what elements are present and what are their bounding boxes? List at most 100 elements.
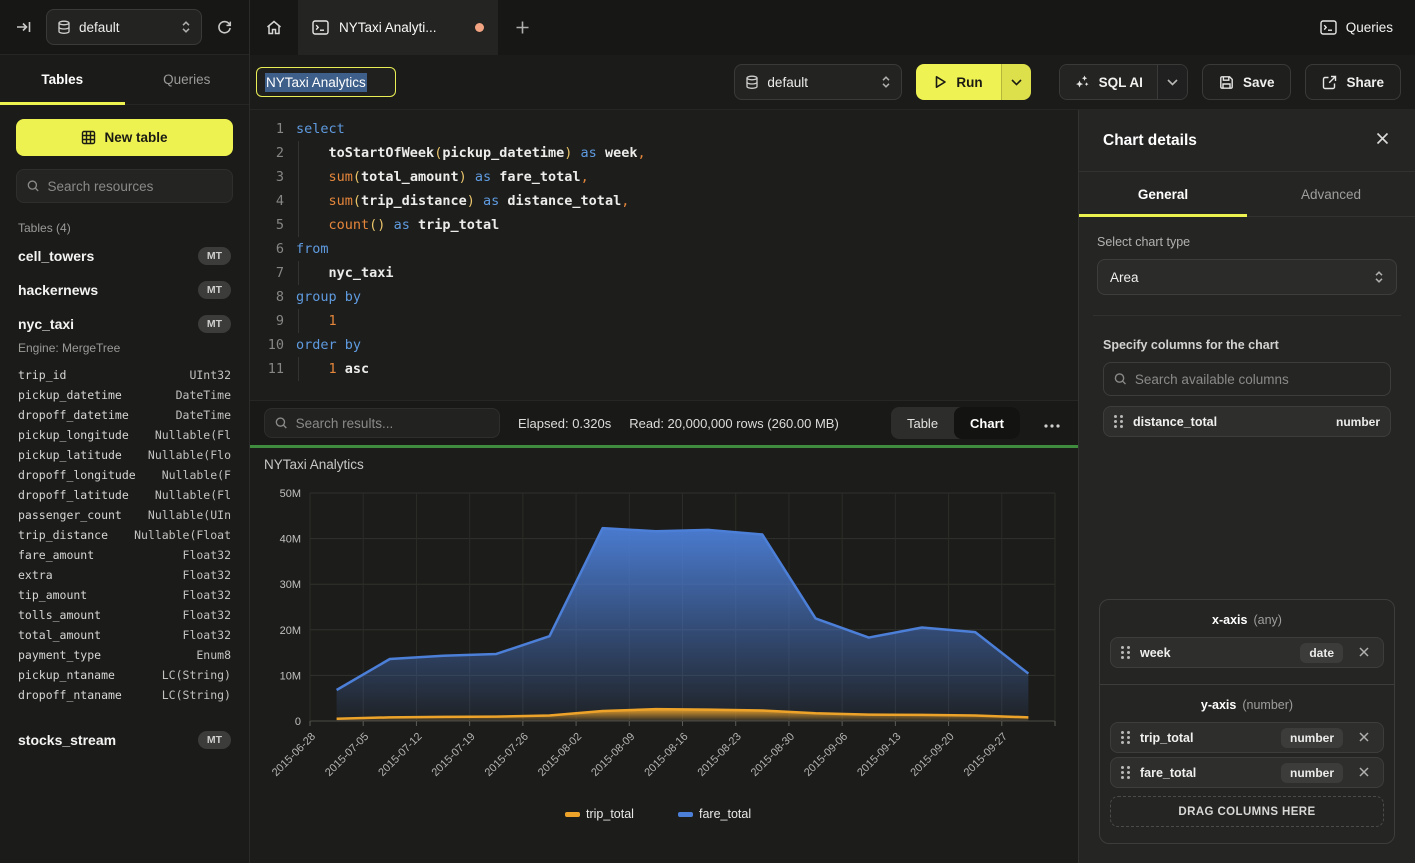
drag-handle-icon[interactable] [1114, 415, 1123, 428]
svg-text:2015-08-30: 2015-08-30 [749, 731, 797, 779]
column-chip[interactable]: distance_totalnumber [1103, 406, 1391, 437]
tab-nytaxi-analytics[interactable]: NYTaxi Analyti... [298, 0, 498, 55]
sidebar-tab-tables[interactable]: Tables [0, 55, 125, 104]
line-number: 7 [250, 261, 284, 285]
code-line: 7 nyc_taxi [250, 261, 1078, 285]
chevron-updown-icon [881, 75, 891, 89]
drag-columns-drop-zone[interactable]: DRAG COLUMNS HERE [1110, 796, 1384, 827]
tables-list: cell_towersMThackernewsMTnyc_taxiMTEngin… [16, 239, 233, 757]
chart-details-tabs: GeneralAdvanced [1079, 172, 1415, 217]
svg-text:trip_total: trip_total [586, 807, 634, 821]
column-chip[interactable]: fare_totalnumber [1110, 757, 1384, 788]
tab-strip: NYTaxi Analyti... Queries [250, 0, 1415, 55]
run-options-button[interactable] [1001, 64, 1031, 100]
table-row[interactable]: cell_towersMT [16, 239, 233, 273]
column-chip-type: number [1281, 763, 1343, 783]
database-selector[interactable]: default [46, 9, 202, 45]
column-row: tip_amountFloat32 [18, 585, 231, 605]
table-row[interactable]: stocks_streamMT [16, 723, 233, 757]
query-title-input[interactable]: NYTaxi Analytics [256, 67, 396, 97]
line-number: 4 [250, 189, 284, 213]
remove-column-button[interactable] [1355, 728, 1373, 747]
results-toolbar: Elapsed: 0.320s Read: 20,000,000 rows (2… [250, 400, 1078, 445]
column-chip[interactable]: trip_totalnumber [1110, 722, 1384, 753]
collapse-sidebar-button[interactable] [12, 15, 36, 39]
more-options-button[interactable] [1038, 412, 1066, 435]
queries-button[interactable]: Queries [1298, 0, 1415, 55]
view-toggle-table[interactable]: Table [891, 407, 954, 439]
code-text: 1 [284, 309, 337, 333]
panel-tab-general[interactable]: General [1079, 172, 1247, 216]
svg-text:2015-07-12: 2015-07-12 [376, 731, 424, 779]
table-row[interactable]: nyc_taxiMT [16, 307, 233, 341]
toolbar-database-selector[interactable]: default [734, 64, 902, 100]
new-table-button[interactable]: New table [16, 119, 233, 156]
column-name: dropoff_longitude [18, 465, 136, 485]
column-type: Nullable(Fl [155, 425, 231, 445]
results-search-input[interactable] [296, 416, 489, 431]
chart-type-select[interactable]: Area [1097, 259, 1397, 295]
column-row: extraFloat32 [18, 565, 231, 585]
line-number: 11 [250, 357, 284, 381]
results-chart[interactable]: 010M20M30M40M50M2015-06-282015-07-052015… [250, 448, 1078, 863]
code-line: 10order by [250, 333, 1078, 357]
sidebar-search-input[interactable] [48, 179, 222, 194]
terminal-icon [1320, 20, 1337, 35]
table-row[interactable]: hackernews MT [16, 273, 233, 307]
svg-text:40M: 40M [280, 534, 301, 546]
column-row: pickup_latitudeNullable(Flo [18, 445, 231, 465]
remove-column-button[interactable] [1355, 763, 1373, 782]
code-text: sum(total_amount) as fare_total, [284, 165, 589, 189]
columns-search [1103, 362, 1391, 396]
view-toggle-chart[interactable]: Chart [954, 407, 1020, 439]
database-selector-value: default [79, 20, 173, 35]
column-name: trip_distance [18, 525, 108, 545]
column-type: Float32 [183, 565, 231, 585]
database-icon [745, 75, 759, 90]
code-line: 4 sum(trip_distance) as distance_total, [250, 189, 1078, 213]
svg-text:50M: 50M [280, 488, 301, 500]
column-row: fare_amountFloat32 [18, 545, 231, 565]
save-icon [1219, 75, 1234, 90]
line-number: 5 [250, 213, 284, 237]
query-toolbar: NYTaxi Analytics default Run [250, 55, 1415, 110]
column-type: LC(String) [162, 665, 231, 685]
column-chip-name: distance_total [1133, 415, 1326, 429]
sql-editor[interactable]: 1select2 toStartOfWeek(pickup_datetime) … [250, 110, 1078, 400]
sidebar-tab-queries[interactable]: Queries [125, 55, 250, 104]
sql-ai-options-button[interactable] [1157, 65, 1187, 99]
column-name: total_amount [18, 625, 101, 645]
drag-handle-icon[interactable] [1121, 646, 1130, 659]
refresh-button[interactable] [212, 15, 237, 40]
table-icon [81, 130, 96, 145]
collapse-sidebar-icon [16, 19, 32, 35]
panel-tab-advanced[interactable]: Advanced [1247, 172, 1415, 216]
svg-text:30M: 30M [280, 579, 301, 591]
x-axis-section: x-axis(any) weekdate [1100, 600, 1394, 684]
run-button[interactable]: Run [916, 64, 1000, 100]
sql-ai-button[interactable]: SQL AI [1060, 65, 1157, 99]
search-icon [275, 416, 288, 430]
column-row: passenger_countNullable(UIn [18, 505, 231, 525]
table-engine-badge: MT [198, 281, 231, 299]
column-row: tolls_amountFloat32 [18, 605, 231, 625]
remove-column-button[interactable] [1355, 643, 1373, 662]
save-button[interactable]: Save [1202, 64, 1292, 100]
home-icon [265, 19, 283, 37]
column-row: dropoff_longitudeNullable(F [18, 465, 231, 485]
drag-handle-icon[interactable] [1121, 766, 1130, 779]
columns-section-label: Specify columns for the chart [1103, 338, 1391, 352]
sidebar-search [16, 169, 233, 203]
column-chip[interactable]: weekdate [1110, 637, 1384, 668]
drag-handle-icon[interactable] [1121, 731, 1130, 744]
chart-details-title: Chart details [1103, 132, 1197, 150]
new-tab-button[interactable] [498, 0, 546, 55]
home-button[interactable] [250, 0, 298, 55]
share-button[interactable]: Share [1305, 64, 1401, 100]
table-name: hackernews [18, 282, 98, 298]
column-chip-type: number [1281, 728, 1343, 748]
svg-text:2015-09-06: 2015-09-06 [802, 731, 850, 779]
close-panel-button[interactable] [1372, 128, 1393, 154]
columns-search-input[interactable] [1135, 372, 1380, 387]
toolbar-database-value: default [767, 75, 873, 90]
